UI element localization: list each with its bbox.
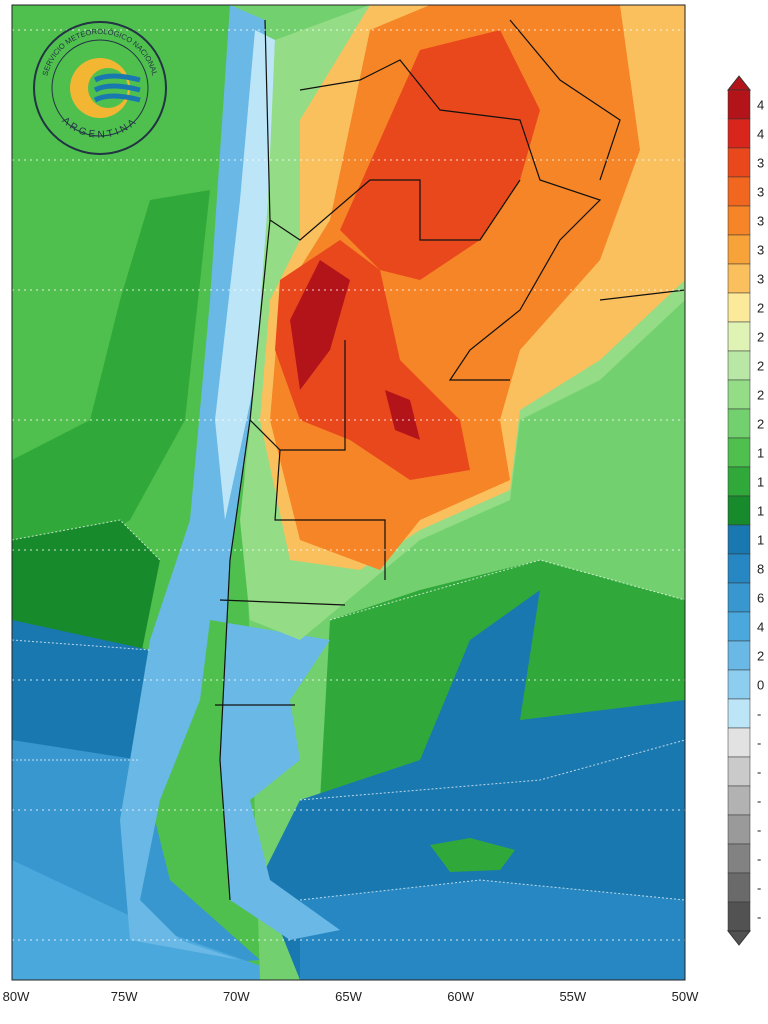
logo-waves [93,73,141,103]
map-field [12,5,685,980]
colorbar-band [727,495,751,526]
colorbar-label: 1 [757,504,764,519]
atlantic-blue [260,590,685,980]
pacific-blue [12,620,150,760]
colorbar-band [727,727,751,758]
colorbar-band [727,872,751,903]
colorbar-band [727,408,751,439]
colorbar-label: 2 [757,649,764,664]
hottest [290,260,420,440]
contour-lines [12,519,685,901]
colorbar-band [727,89,751,120]
colorbar-band [727,263,751,294]
colorbar-band [727,640,751,671]
colorbar-label: 2 [757,330,764,345]
colorbar-band [727,901,751,932]
colorbar-band [727,843,751,874]
colorbar-band [727,292,751,323]
colorbar-band [727,582,751,613]
colorbar-band [727,147,751,178]
borders [215,19,621,901]
colorbar-band [727,350,751,381]
longitude-label: 55W [559,989,586,1004]
map-frame [11,4,686,981]
colorbar-label: 3 [757,156,764,171]
graticule [12,29,685,941]
colorbar-label: 6 [757,591,764,606]
colorbar-band [727,205,751,236]
longitude-label: 50W [672,989,699,1004]
colorbar-label: - [757,910,761,925]
colorbar-band [727,553,751,584]
colorbar-band [727,785,751,816]
colorbar-band [727,379,751,410]
colorbar-label: - [757,881,761,896]
colorbar-label: 8 [757,562,764,577]
uruguay-border [599,289,685,301]
colorbar-band [727,814,751,845]
colorbar-label: - [757,707,761,722]
colorbar-band [727,437,751,468]
longitude-label: 75W [111,989,138,1004]
colorbar-label: 0 [757,678,764,693]
pacific-dark-green [12,190,210,560]
colorbar-band [727,234,751,265]
longitude-label: 80W [3,989,30,1004]
colorbar-bottom-arrow [726,930,752,946]
colorbar-label: 1 [757,475,764,490]
colorbar-band [727,524,751,555]
longitude-labels: 80W 75W 70W 65W 60W 55W 50W [3,989,699,1004]
colorbar-label: 3 [757,185,764,200]
colorbar-label: 1 [757,533,764,548]
pacific-green [12,520,160,660]
colorbar-band [727,756,751,787]
colorbar-label: 3 [757,243,764,258]
logo-ring [33,21,167,155]
colorbar-label: 4 [757,620,764,635]
colorbar-label: 2 [757,359,764,374]
atlantic-light-blue [300,880,685,980]
longitude-label: 60W [447,989,474,1004]
longitude-label: 70W [223,989,250,1004]
colorbar-label: - [757,794,761,809]
colorbar-label: - [757,736,761,751]
colorbar: 4 4 3 3 3 3 3 2 2 2 2 2 1 1 1 1 8 6 4 2 0 - - - - - - - - [726,75,764,946]
colorbar-band [727,321,751,352]
colorbar-label: 3 [757,214,764,229]
colorbar-label: 4 [757,98,764,113]
longitude-label: 65W [335,989,362,1004]
colorbar-label: 4 [757,127,764,142]
colorbar-label: - [757,852,761,867]
colorbar-band [727,698,751,729]
falklands [430,838,515,872]
andes-snow [215,30,275,520]
colorbar-band [727,176,751,207]
colorbar-label: - [757,765,761,780]
pacific-north [12,5,230,540]
south-water [12,860,300,980]
hot-north [340,30,540,280]
logo-inner-ring [51,39,149,137]
colorbar-label: 2 [757,417,764,432]
colorbar-label: 2 [757,388,764,403]
colorbar-band [727,118,751,149]
colorbar-band [727,611,751,642]
colorbar-label: 3 [757,272,764,287]
colorbar-label: - [757,823,761,838]
colorbar-band [727,466,751,497]
colorbar-band [727,669,751,700]
colorbar-label: 1 [757,446,764,461]
colorbar-top-arrow [726,75,752,91]
colorbar-label: 2 [757,301,764,316]
